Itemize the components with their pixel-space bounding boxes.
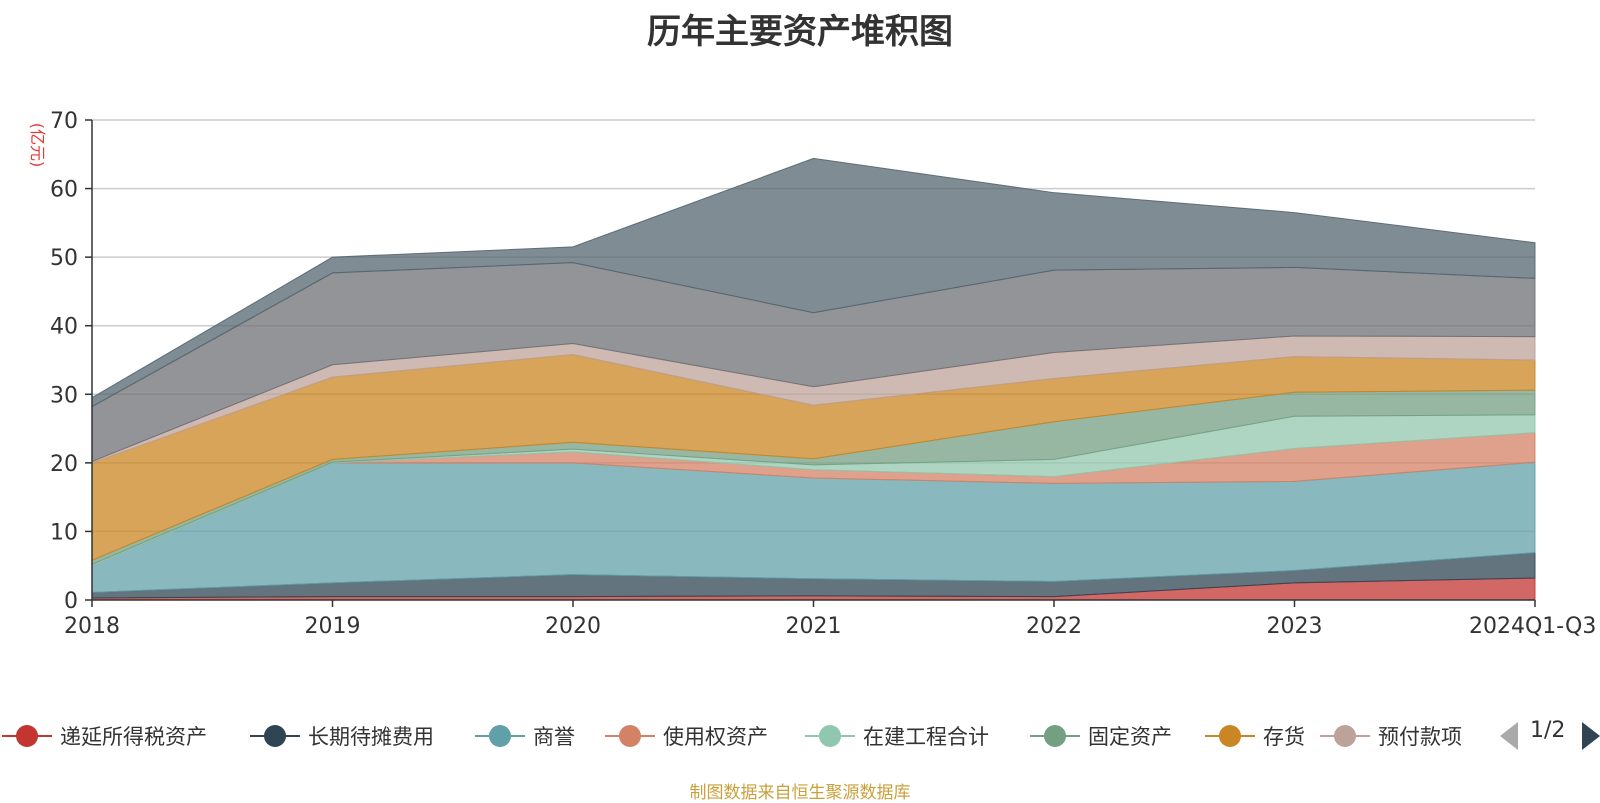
source-note: 制图数据来自恒生聚源数据库 [689, 783, 911, 803]
legend-page-indicator: 1/2 [1530, 718, 1566, 743]
x-tick-label-0: 2018 [64, 614, 120, 639]
legend-item-1[interactable]: 长期待摊费用 [250, 718, 434, 754]
x-tick-label-4: 2022 [1026, 614, 1082, 639]
y-tick-label-0: 0 [64, 589, 78, 614]
y-tick-label-50: 50 [50, 246, 78, 271]
legend-overflow-clip: 预付款项 [1320, 718, 1480, 754]
y-tick-label-40: 40 [50, 315, 78, 340]
legend-item-0[interactable]: 递延所得税资产 [2, 718, 207, 754]
legend-marker-icon [1320, 723, 1370, 749]
legend: 递延所得税资产 长期待摊费用 商誉 使用权资产 在建工程合计 固定资产 存货 预付款项 [0, 718, 1600, 754]
legend-marker-icon [805, 723, 855, 749]
x-tick-label-5: 2023 [1267, 614, 1323, 639]
legend-prev-page-button[interactable] [1500, 722, 1518, 750]
x-tick-label-2: 2020 [545, 614, 601, 639]
y-tick-label-30: 30 [50, 383, 78, 408]
legend-label: 商誉 [533, 725, 575, 749]
y-tick-label-60: 60 [50, 178, 78, 203]
legend-label: 递延所得税资产 [60, 725, 207, 749]
chart-title: 历年主要资产堆积图 [647, 12, 953, 52]
legend-next-page-button[interactable] [1582, 722, 1600, 750]
x-tick-label-3: 2021 [786, 614, 842, 639]
x-tick-label-1: 2019 [305, 614, 361, 639]
legend-item-4[interactable]: 在建工程合计 [805, 718, 989, 754]
area-series-9 [91, 157, 1536, 408]
legend-item-6[interactable]: 存货 [1205, 718, 1305, 754]
legend-item-7[interactable]: 预付款项 [1320, 718, 1462, 754]
chart-canvas: 0 10 20 30 40 50 60 70 2018 2019 2020 2021 2022 2023 2… [28, 109, 1596, 639]
legend-label: 存货 [1263, 725, 1305, 749]
legend-marker-icon [2, 723, 52, 749]
legend-marker-icon [475, 723, 525, 749]
legend-label: 固定资产 [1088, 725, 1172, 749]
legend-item-2[interactable]: 商誉 [475, 718, 575, 754]
legend-marker-icon [250, 723, 300, 749]
legend-item-3[interactable]: 使用权资产 [605, 718, 768, 754]
legend-marker-icon [605, 723, 655, 749]
y-tick-label-70: 70 [50, 109, 78, 134]
x-tick-label-6: 2024Q1-Q3 [1469, 614, 1596, 639]
axes: 0 10 20 30 40 50 60 70 2018 2019 2020 2021 2022 2023 2… [50, 109, 1596, 639]
legend-label: 预付款项 [1378, 725, 1462, 749]
y-tick-label-10: 10 [50, 520, 78, 545]
legend-marker-icon [1030, 723, 1080, 749]
y-tick-label-20: 20 [50, 452, 78, 477]
legend-label: 在建工程合计 [863, 725, 989, 749]
stacked-areas [91, 157, 1536, 601]
legend-label: 使用权资产 [663, 725, 768, 749]
legend-label: 长期待摊费用 [308, 725, 434, 749]
legend-marker-icon [1205, 723, 1255, 749]
y-axis-unit-label: (亿元) [28, 123, 47, 168]
legend-item-5[interactable]: 固定资产 [1030, 718, 1172, 754]
